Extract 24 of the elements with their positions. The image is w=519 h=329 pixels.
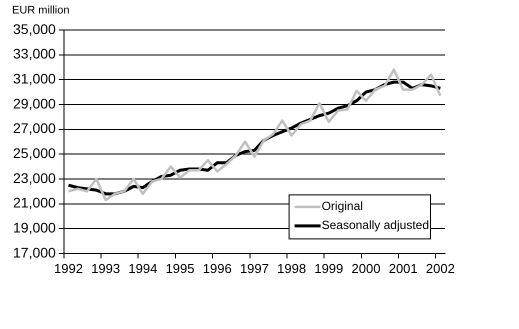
legend-label: Seasonally adjusted bbox=[322, 218, 430, 232]
x-tick-label: 1992 bbox=[54, 260, 83, 276]
y-tick-label: 25,000 bbox=[12, 144, 56, 161]
y-tick-label: 23,000 bbox=[12, 170, 56, 186]
y-tick-label: 19,000 bbox=[12, 219, 56, 236]
x-tick-label: 2002 bbox=[426, 260, 455, 276]
y-tick-label: 31,000 bbox=[12, 70, 56, 87]
y-tick-label: 27,000 bbox=[12, 120, 56, 136]
y-tick-label: 35,000 bbox=[12, 20, 56, 37]
y-axis-title: EUR million bbox=[12, 4, 70, 17]
y-tick-label: 33,000 bbox=[12, 46, 56, 62]
y-tick-label: 17,000 bbox=[12, 244, 56, 260]
x-tick-label: 1997 bbox=[240, 260, 269, 276]
y-tick-label: 29,000 bbox=[12, 95, 56, 112]
x-tick-label: 1999 bbox=[314, 260, 344, 276]
x-tick-label: 1998 bbox=[277, 260, 306, 276]
x-tick-label: 1993 bbox=[91, 260, 120, 276]
x-tick-label: 2001 bbox=[388, 260, 418, 276]
x-tick-label: 1994 bbox=[128, 260, 158, 276]
x-tick-label: 2000 bbox=[352, 260, 380, 276]
y-tick-label: 21,000 bbox=[12, 194, 56, 211]
legend-label: Original bbox=[322, 199, 363, 214]
x-tick-label: 1995 bbox=[166, 260, 194, 276]
x-tick-label: 1996 bbox=[202, 260, 232, 276]
